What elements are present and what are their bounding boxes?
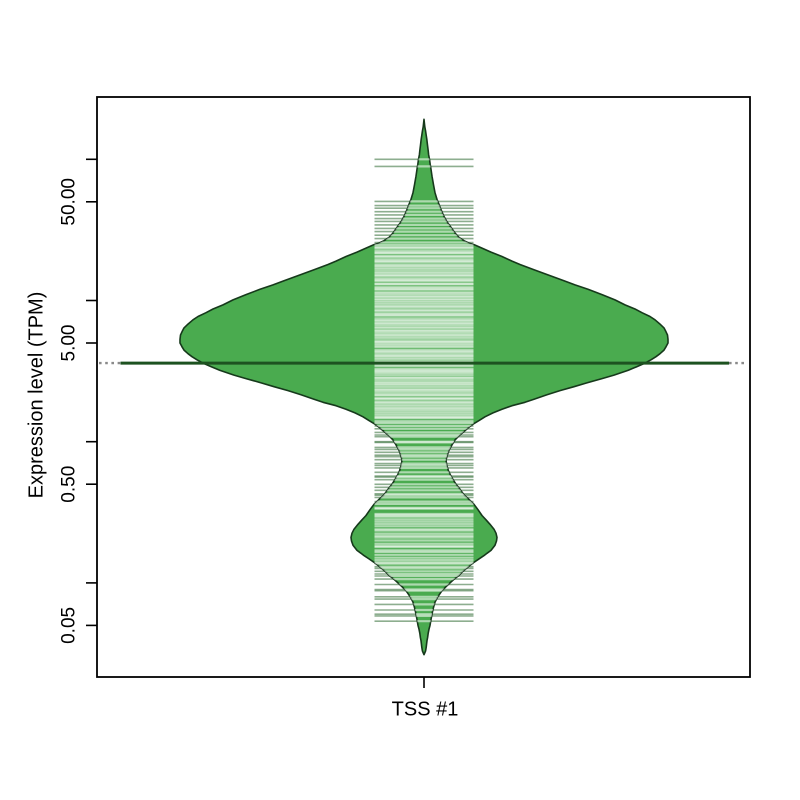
y-tick-label: 0.50 — [59, 466, 80, 503]
y-tick-label: 50.00 — [59, 178, 80, 226]
y-axis-title: Expression level (TPM) — [25, 291, 48, 499]
y-tick-label: 5.00 — [59, 325, 80, 362]
y-tick-label: 0.05 — [59, 607, 80, 644]
x-category-label: TSS #1 — [391, 698, 459, 721]
